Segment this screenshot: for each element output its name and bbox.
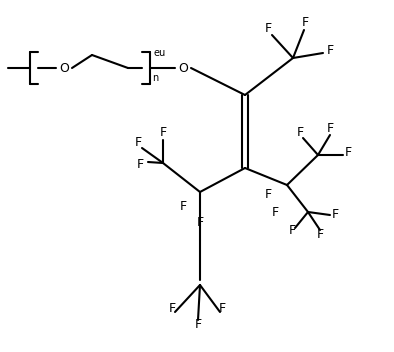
Text: F: F [136,158,143,171]
Text: F: F [331,208,338,221]
Text: F: F [218,302,225,314]
Text: F: F [194,319,202,332]
Text: F: F [327,121,334,134]
Text: F: F [327,44,334,57]
Text: F: F [316,228,323,241]
Text: F: F [179,201,187,214]
Text: F: F [288,224,296,237]
Text: F: F [264,189,271,201]
Text: F: F [134,136,141,149]
Text: O: O [59,62,69,75]
Text: F: F [296,126,303,138]
Text: F: F [344,145,351,158]
Text: F: F [301,15,309,29]
Text: F: F [160,126,167,138]
Text: F: F [169,302,176,314]
Text: O: O [178,62,188,75]
Text: eu: eu [154,48,166,58]
Text: F: F [197,215,204,228]
Text: F: F [271,206,279,219]
Text: F: F [264,21,271,34]
Text: n: n [152,73,158,83]
